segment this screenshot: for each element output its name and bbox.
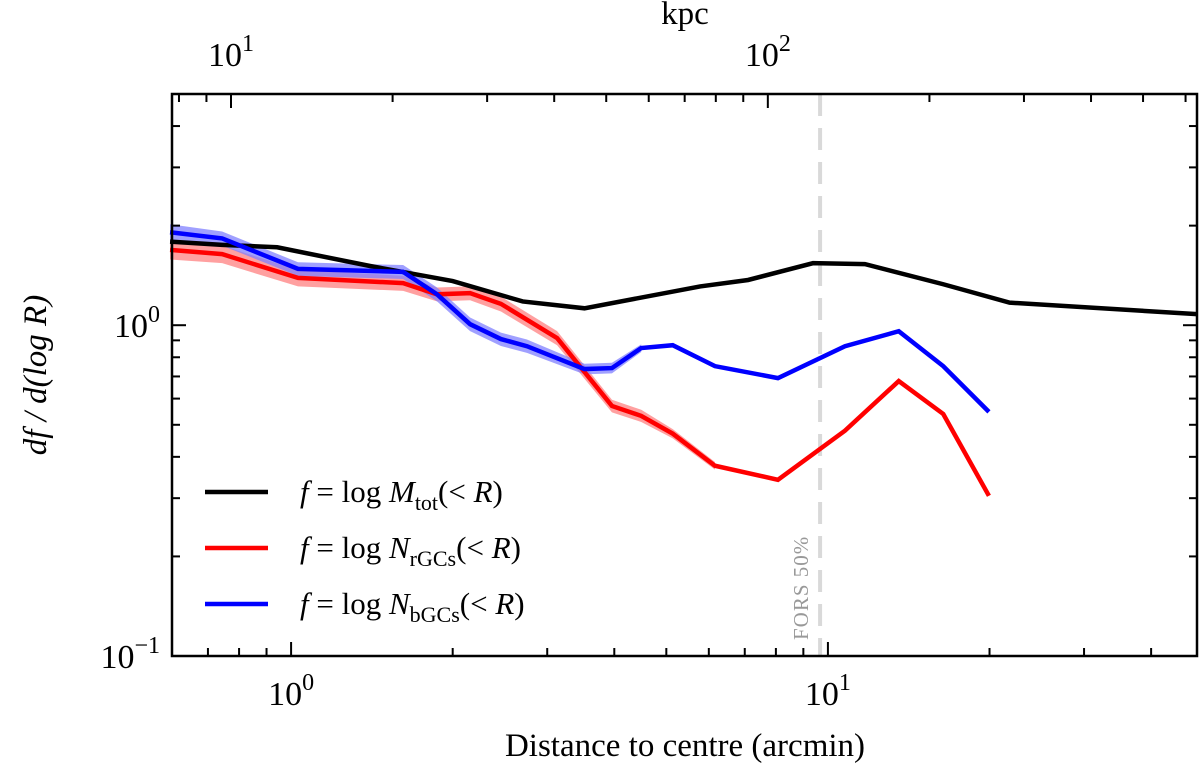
fors-50-label: FORS 50%	[789, 536, 813, 640]
plot-frame	[170, 92, 1199, 658]
top-tick-label-10kpc: 101	[208, 31, 254, 74]
legend-label-mtot: f = log Mtot(< R)	[300, 474, 503, 515]
x-axis-label: Distance to centre (arcmin)	[505, 728, 865, 764]
error-band-1	[170, 240, 715, 470]
y-axis-label: df / d(log R)	[18, 295, 54, 455]
error-bands	[170, 224, 715, 470]
series-line-2	[169, 230, 991, 414]
top-tick-label-100kpc: 102	[745, 31, 791, 74]
y-tick-label-1: 100	[114, 302, 160, 345]
y-tick-label-0.1: 10−1	[100, 633, 160, 676]
axis-ticks	[171, 93, 1197, 657]
series-line-0	[169, 239, 1198, 317]
legend-label-rgcs: f = log NrGCs(< R)	[300, 530, 521, 571]
top-axis-label: kpc	[661, 0, 709, 32]
legend: f = log Mtot(< R) f = log NrGCs(< R) f =…	[205, 474, 525, 627]
error-band-2	[170, 224, 642, 375]
series-lines	[169, 230, 1198, 497]
x-tick-label-1: 100	[268, 670, 314, 713]
x-tick-label-10: 101	[805, 670, 851, 713]
legend-label-bgcs: f = log NbGCs(< R)	[300, 586, 525, 627]
series-line-1	[169, 247, 991, 497]
